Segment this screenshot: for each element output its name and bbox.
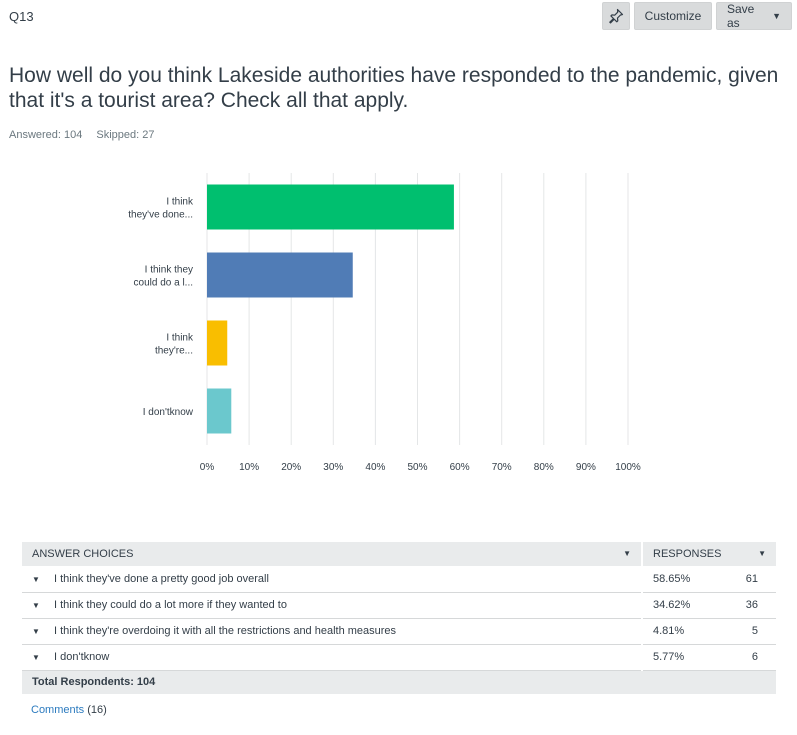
save-as-button[interactable]: Save as ▼: [716, 2, 792, 30]
x-tick-label: 100%: [615, 462, 641, 473]
answer-choice-label: I think they're overdoing it with all th…: [54, 625, 397, 637]
customize-button[interactable]: Customize: [634, 2, 712, 30]
x-tick-label: 70%: [492, 462, 512, 473]
response-percent: 4.81%: [641, 618, 732, 645]
table-row: ▼ I think they're overdoing it with all t…: [22, 618, 776, 645]
x-tick-label: 0%: [200, 462, 215, 473]
response-count: 6: [732, 644, 776, 671]
answers-table: ANSWER CHOICES ▼ RESPONSES ▼ ▼ I think th…: [22, 542, 776, 694]
expand-row-icon[interactable]: ▼: [32, 627, 40, 636]
comments-count: (16): [87, 704, 107, 716]
category-label: I think they're...: [155, 333, 194, 357]
response-percent: 34.62%: [641, 592, 732, 619]
save-as-label: Save as: [727, 2, 755, 30]
x-tick-label: 10%: [239, 462, 259, 473]
answer-choices-header[interactable]: ANSWER CHOICES ▼: [22, 542, 642, 566]
x-tick-label: 30%: [323, 462, 343, 473]
x-tick-label: 50%: [407, 462, 427, 473]
answer-choice-cell: ▼ I don'tknow: [22, 644, 642, 671]
x-tick-label: 80%: [534, 462, 554, 473]
chevron-down-icon: ▼: [758, 549, 766, 558]
x-tick-label: 40%: [365, 462, 385, 473]
total-respondents: Total Respondents: 104: [22, 670, 776, 694]
category-label: I think they've done...: [128, 197, 194, 221]
skipped-count: Skipped: 27: [96, 129, 155, 141]
table-header-row: ANSWER CHOICES ▼ RESPONSES ▼: [22, 542, 776, 566]
expand-row-icon[interactable]: ▼: [32, 653, 40, 662]
answer-choice-label: I don'tknow: [54, 651, 110, 663]
response-stats: Answered: 104 Skipped: 27: [9, 129, 155, 141]
answer-choice-cell: ▼ I think they've done a pretty good job …: [22, 566, 642, 593]
x-tick-label: 60%: [450, 462, 470, 473]
answer-choice-cell: ▼ I think they're overdoing it with all t…: [22, 618, 642, 645]
answer-choice-cell: ▼ I think they could do a lot more if the…: [22, 592, 642, 619]
toolbar: Customize Save as ▼: [602, 2, 792, 30]
chevron-down-icon: ▼: [772, 11, 781, 21]
answered-count: Answered: 104: [9, 129, 83, 141]
bar: [207, 320, 228, 366]
table-row: ▼ I don'tknow 5.77% 6: [22, 644, 776, 671]
bar: [207, 184, 454, 230]
chevron-down-icon: ▼: [623, 549, 631, 558]
responses-header-label: RESPONSES: [653, 548, 722, 560]
expand-row-icon[interactable]: ▼: [32, 574, 40, 584]
answer-choice-label: I think they could do a lot more if they…: [54, 599, 287, 611]
pin-button[interactable]: [602, 2, 630, 30]
responses-header[interactable]: RESPONSES ▼: [641, 542, 776, 566]
bar: [207, 388, 232, 434]
category-label: I don'tknow: [143, 407, 194, 418]
bar-chart: I think they've done... I think they could …: [128, 173, 641, 473]
response-count: 61: [732, 566, 776, 593]
response-count: 5: [732, 618, 776, 645]
x-tick-label: 90%: [576, 462, 596, 473]
expand-row-icon[interactable]: ▼: [32, 601, 40, 610]
question-number: Q13: [9, 9, 34, 24]
comments-link[interactable]: Comments: [31, 704, 85, 716]
question-title: How well do you think Lakeside authoriti…: [9, 64, 779, 112]
total-row: Total Respondents: 104: [22, 670, 776, 694]
answer-choice-label: I think they've done a pretty good job o…: [54, 572, 269, 585]
comments: Comments (16): [31, 704, 107, 716]
table-row: ▼ I think they've done a pretty good job …: [22, 566, 776, 593]
pin-icon: [609, 8, 624, 24]
answer-choices-header-label: ANSWER CHOICES: [32, 548, 134, 560]
response-count: 36: [732, 592, 776, 619]
x-tick-label: 20%: [281, 462, 301, 473]
table-row: ▼ I think they could do a lot more if the…: [22, 592, 776, 619]
category-label: I think they could do a l...: [134, 265, 193, 289]
response-percent: 58.65%: [641, 566, 732, 593]
bar: [207, 252, 353, 298]
response-percent: 5.77%: [641, 644, 732, 671]
